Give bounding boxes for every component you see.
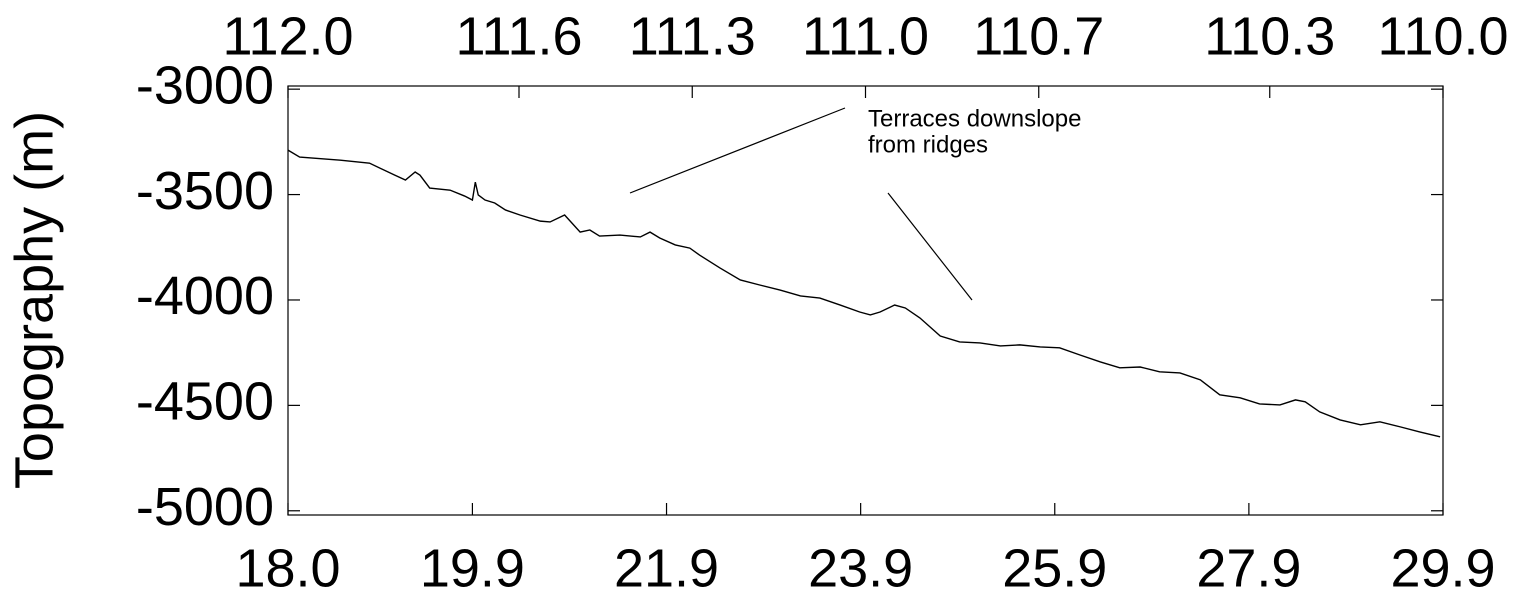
x2-tick-label: 111.6	[455, 6, 582, 66]
x-tick-label: 27.9	[1196, 538, 1301, 598]
x2-tick-label: 112.0	[222, 6, 353, 66]
x-tick-label: 19.9	[420, 538, 525, 598]
x-tick-label: 23.9	[808, 538, 913, 598]
x-tick-label: 29.9	[1390, 538, 1495, 598]
y-tick-label: -4500	[136, 372, 274, 432]
y-tick-label: -3000	[136, 55, 274, 115]
annotation: Terraces downslope	[868, 105, 1081, 132]
x-tick-label: 25.9	[1002, 538, 1107, 598]
profile-line	[287, 149, 1441, 438]
annotation-line	[887, 192, 973, 301]
y-tick-label: -3500	[136, 161, 274, 221]
annotation: from ridges	[868, 131, 988, 158]
y-axis-label: Topography (m)	[4, 111, 64, 489]
x2-tick-label: 110.0	[1377, 6, 1508, 66]
y-tick-label: -4000	[136, 266, 274, 326]
x2-tick-label: 111.0	[802, 6, 929, 66]
y-tick-label: -5000	[136, 477, 274, 537]
x2-tick-label: 111.3	[629, 6, 756, 66]
x2-tick-label: 110.7	[973, 6, 1104, 66]
x-tick-label: 18.0	[235, 538, 340, 598]
plot-frame	[287, 85, 1444, 516]
annotation-line	[629, 107, 846, 194]
x-tick-label: 21.9	[614, 538, 719, 598]
x2-tick-label: 110.3	[1204, 6, 1335, 66]
